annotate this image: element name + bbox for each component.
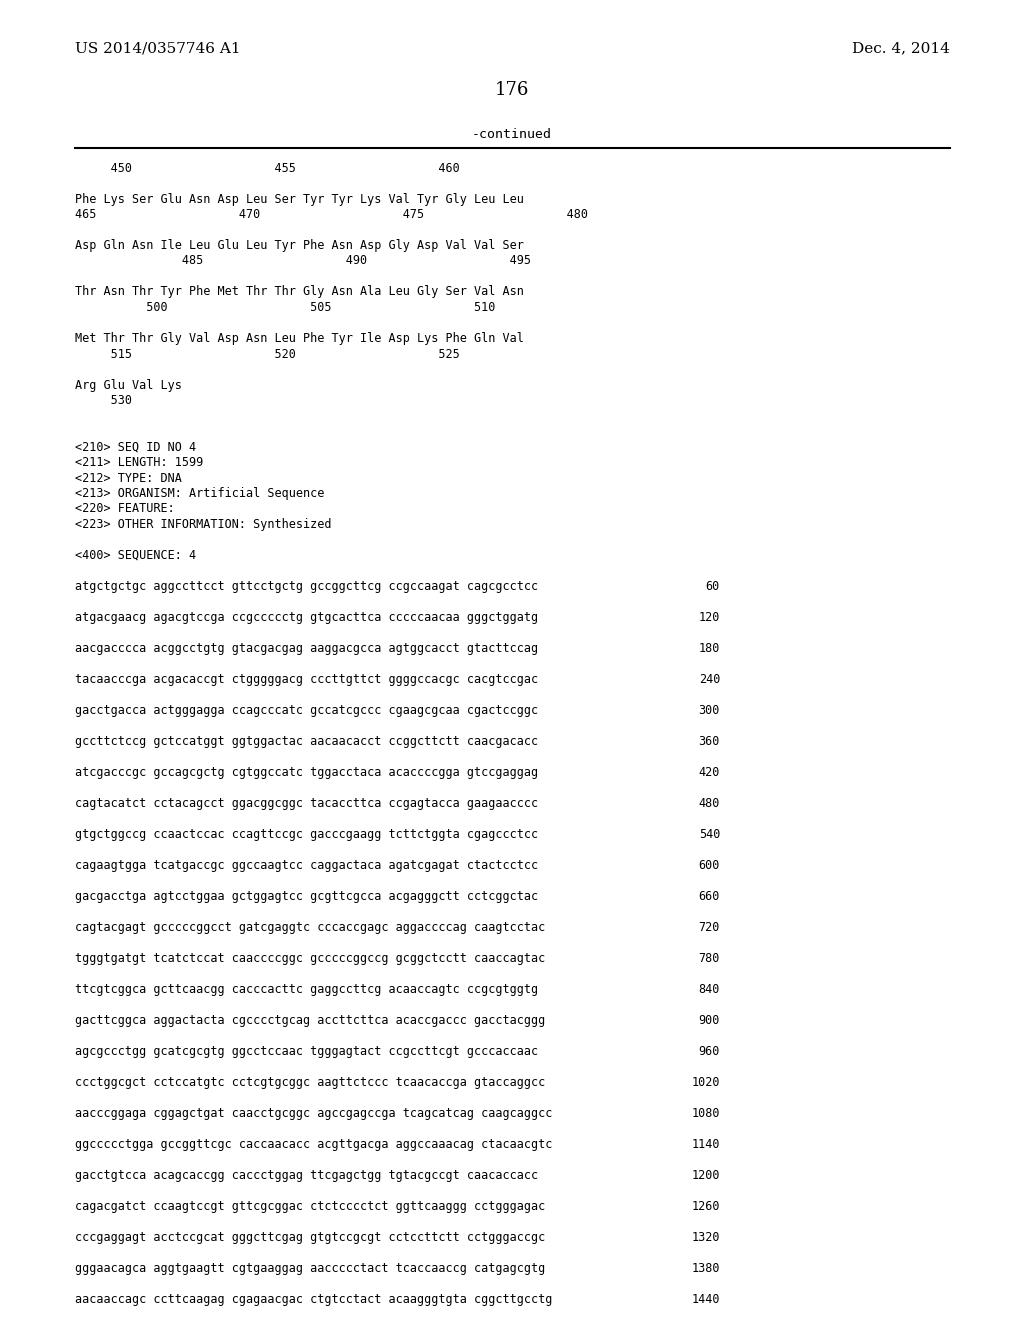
Text: 1320: 1320 — [691, 1232, 720, 1243]
Text: Met Thr Thr Gly Val Asp Asn Leu Phe Tyr Ile Asp Lys Phe Gln Val: Met Thr Thr Gly Val Asp Asn Leu Phe Tyr … — [75, 333, 524, 345]
Text: 540: 540 — [698, 828, 720, 841]
Text: 420: 420 — [698, 766, 720, 779]
Text: gacgacctga agtcctggaa gctggagtcc gcgttcgcca acgagggctt cctcggctac: gacgacctga agtcctggaa gctggagtcc gcgttcg… — [75, 890, 539, 903]
Text: <400> SEQUENCE: 4: <400> SEQUENCE: 4 — [75, 549, 197, 562]
Text: 660: 660 — [698, 890, 720, 903]
Text: 900: 900 — [698, 1014, 720, 1027]
Text: <212> TYPE: DNA: <212> TYPE: DNA — [75, 471, 182, 484]
Text: 60: 60 — [706, 579, 720, 593]
Text: cagaagtgga tcatgaccgc ggccaagtcc caggactaca agatcgagat ctactcctcc: cagaagtgga tcatgaccgc ggccaagtcc caggact… — [75, 859, 539, 873]
Text: 465                    470                    475                    480: 465 470 475 480 — [75, 209, 588, 220]
Text: 120: 120 — [698, 611, 720, 624]
Text: cagacgatct ccaagtccgt gttcgcggac ctctcccctct ggttcaaggg cctgggagac: cagacgatct ccaagtccgt gttcgcggac ctctccc… — [75, 1200, 545, 1213]
Text: gccttctccg gctccatggt ggtggactac aacaacacct ccggcttctt caacgacacc: gccttctccg gctccatggt ggtggactac aacaaca… — [75, 735, 539, 748]
Text: Asp Gln Asn Ile Leu Glu Leu Tyr Phe Asn Asp Gly Asp Val Val Ser: Asp Gln Asn Ile Leu Glu Leu Tyr Phe Asn … — [75, 239, 524, 252]
Text: 1080: 1080 — [691, 1107, 720, 1119]
Text: 300: 300 — [698, 704, 720, 717]
Text: Thr Asn Thr Tyr Phe Met Thr Thr Gly Asn Ala Leu Gly Ser Val Asn: Thr Asn Thr Tyr Phe Met Thr Thr Gly Asn … — [75, 285, 524, 298]
Text: gtgctggccg ccaactccac ccagttccgc gacccgaagg tcttctggta cgagccctcc: gtgctggccg ccaactccac ccagttccgc gacccga… — [75, 828, 539, 841]
Text: 960: 960 — [698, 1045, 720, 1059]
Text: gacctgacca actgggagga ccagcccatc gccatcgccc cgaagcgcaa cgactccggc: gacctgacca actgggagga ccagcccatc gccatcg… — [75, 704, 539, 717]
Text: cagtacgagt gcccccggcct gatcgaggtc cccaccgagc aggaccccag caagtcctac: cagtacgagt gcccccggcct gatcgaggtc cccacc… — [75, 921, 545, 935]
Text: aacaaccagc ccttcaagag cgagaacgac ctgtcctact acaagggtgta cggcttgcctg: aacaaccagc ccttcaagag cgagaacgac ctgtcct… — [75, 1294, 552, 1305]
Text: Dec. 4, 2014: Dec. 4, 2014 — [852, 41, 950, 55]
Text: Phe Lys Ser Glu Asn Asp Leu Ser Tyr Tyr Lys Val Tyr Gly Leu Leu: Phe Lys Ser Glu Asn Asp Leu Ser Tyr Tyr … — [75, 193, 524, 206]
Text: US 2014/0357746 A1: US 2014/0357746 A1 — [75, 41, 241, 55]
Text: 485                    490                    495: 485 490 495 — [75, 255, 531, 268]
Text: aacccggaga cggagctgat caacctgcggc agccgagccga tcagcatcag caagcaggcc: aacccggaga cggagctgat caacctgcggc agccga… — [75, 1107, 552, 1119]
Text: ttcgtcggca gcttcaacgg cacccacttc gaggccttcg acaaccagtc ccgcgtggtg: ttcgtcggca gcttcaacgg cacccacttc gaggcct… — [75, 983, 539, 997]
Text: Arg Glu Val Lys: Arg Glu Val Lys — [75, 379, 182, 392]
Text: 1200: 1200 — [691, 1170, 720, 1181]
Text: agcgccctgg gcatcgcgtg ggcctccaac tgggagtact ccgccttcgt gcccaccaac: agcgccctgg gcatcgcgtg ggcctccaac tgggagt… — [75, 1045, 539, 1059]
Text: cccgaggagt acctccgcat gggcttcgag gtgtccgcgt cctccttctt cctgggaccgc: cccgaggagt acctccgcat gggcttcgag gtgtccg… — [75, 1232, 545, 1243]
Text: gacttcggca aggactacta cgcccctgcag accttcttca acaccgaccc gacctacggg: gacttcggca aggactacta cgcccctgcag accttc… — [75, 1014, 545, 1027]
Text: <213> ORGANISM: Artificial Sequence: <213> ORGANISM: Artificial Sequence — [75, 487, 325, 500]
Text: <223> OTHER INFORMATION: Synthesized: <223> OTHER INFORMATION: Synthesized — [75, 517, 332, 531]
Text: cagtacatct cctacagcct ggacggcggc tacaccttca ccgagtacca gaagaacccc: cagtacatct cctacagcct ggacggcggc tacacct… — [75, 797, 539, 810]
Text: atgctgctgc aggccttcct gttcctgctg gccggcttcg ccgccaagat cagcgcctcc: atgctgctgc aggccttcct gttcctgctg gccggct… — [75, 579, 539, 593]
Text: <220> FEATURE:: <220> FEATURE: — [75, 503, 175, 516]
Text: atcgacccgc gccagcgctg cgtggccatc tggacctaca acaccccgga gtccgaggag: atcgacccgc gccagcgctg cgtggccatc tggacct… — [75, 766, 539, 779]
Text: 840: 840 — [698, 983, 720, 997]
Text: 720: 720 — [698, 921, 720, 935]
Text: 600: 600 — [698, 859, 720, 873]
Text: 530: 530 — [75, 393, 132, 407]
Text: 1380: 1380 — [691, 1262, 720, 1275]
Text: 176: 176 — [495, 81, 529, 99]
Text: <211> LENGTH: 1599: <211> LENGTH: 1599 — [75, 455, 203, 469]
Text: 480: 480 — [698, 797, 720, 810]
Text: 180: 180 — [698, 642, 720, 655]
Text: ggccccctgga gccggttcgc caccaacacc acgttgacga aggccaaacag ctacaacgtc: ggccccctgga gccggttcgc caccaacacc acgttg… — [75, 1138, 552, 1151]
Text: atgacgaacg agacgtccga ccgccccctg gtgcacttca cccccaacaa gggctggatg: atgacgaacg agacgtccga ccgccccctg gtgcact… — [75, 611, 539, 624]
Text: 240: 240 — [698, 673, 720, 686]
Text: 515                    520                    525: 515 520 525 — [75, 347, 460, 360]
Text: gggaacagca aggtgaagtt cgtgaaggag aaccccctact tcaccaaccg catgagcgtg: gggaacagca aggtgaagtt cgtgaaggag aaccccc… — [75, 1262, 545, 1275]
Text: ccctggcgct cctccatgtc cctcgtgcggc aagttctccc tcaacaccga gtaccaggcc: ccctggcgct cctccatgtc cctcgtgcggc aagttc… — [75, 1076, 545, 1089]
Text: 500                    505                    510: 500 505 510 — [75, 301, 496, 314]
Text: gacctgtcca acagcaccgg caccctggag ttcgagctgg tgtacgccgt caacaccacc: gacctgtcca acagcaccgg caccctggag ttcgagc… — [75, 1170, 539, 1181]
Text: 780: 780 — [698, 952, 720, 965]
Text: <210> SEQ ID NO 4: <210> SEQ ID NO 4 — [75, 441, 197, 454]
Text: 360: 360 — [698, 735, 720, 748]
Text: 1140: 1140 — [691, 1138, 720, 1151]
Text: aacgacccca acggcctgtg gtacgacgag aaggacgcca agtggcacct gtacttccag: aacgacccca acggcctgtg gtacgacgag aaggacg… — [75, 642, 539, 655]
Text: 1020: 1020 — [691, 1076, 720, 1089]
Text: 1260: 1260 — [691, 1200, 720, 1213]
Text: tacaacccga acgacaccgt ctgggggacg cccttgttct ggggccacgc cacgtccgac: tacaacccga acgacaccgt ctgggggacg cccttgt… — [75, 673, 539, 686]
Text: -continued: -continued — [472, 128, 552, 141]
Text: 1440: 1440 — [691, 1294, 720, 1305]
Text: 450                    455                    460: 450 455 460 — [75, 161, 460, 174]
Text: tgggtgatgt tcatctccat caaccccggc gcccccggccg gcggctcctt caaccagtac: tgggtgatgt tcatctccat caaccccggc gcccccg… — [75, 952, 545, 965]
